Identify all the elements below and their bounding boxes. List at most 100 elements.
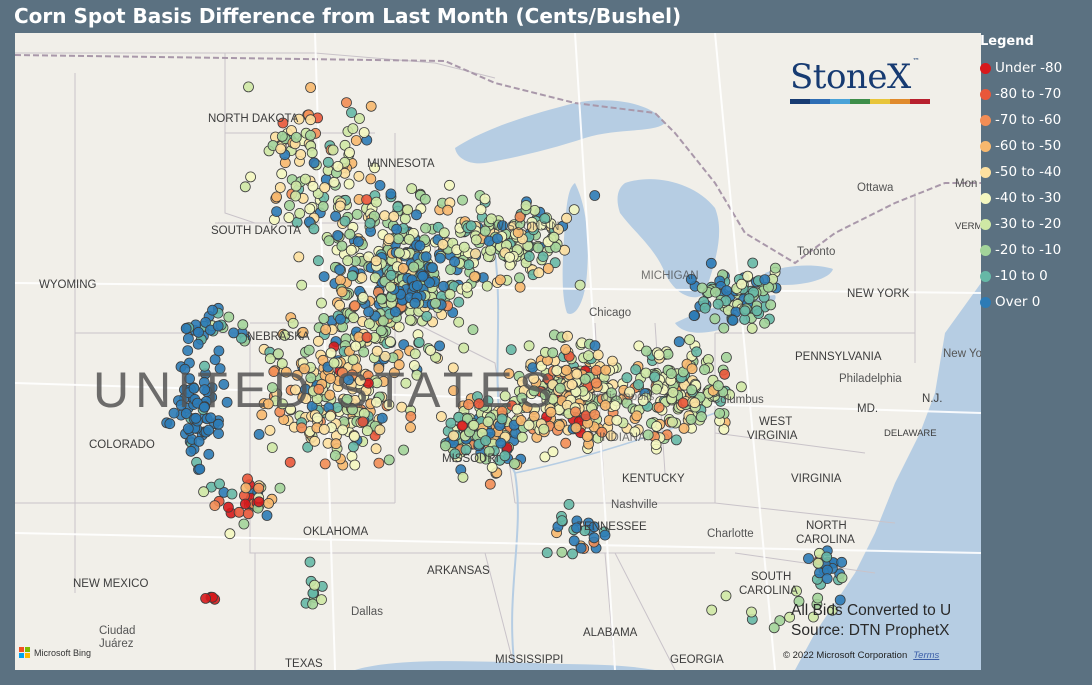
bid-point[interactable]: [402, 204, 414, 216]
bid-point[interactable]: [742, 270, 754, 282]
bid-point[interactable]: [365, 100, 377, 112]
bid-point[interactable]: [370, 443, 382, 455]
bid-point[interactable]: [503, 368, 515, 380]
bid-point[interactable]: [667, 416, 678, 428]
bid-point[interactable]: [485, 244, 497, 256]
bid-point[interactable]: [318, 313, 330, 324]
bid-point[interactable]: [377, 315, 389, 327]
bid-point[interactable]: [335, 313, 346, 325]
bid-point[interactable]: [630, 364, 642, 376]
bid-point[interactable]: [505, 344, 517, 356]
bid-point[interactable]: [784, 611, 795, 623]
bid-point[interactable]: [179, 363, 191, 375]
bid-point[interactable]: [563, 498, 575, 510]
bid-point[interactable]: [504, 251, 516, 263]
bid-point[interactable]: [352, 236, 364, 248]
bid-point[interactable]: [599, 529, 611, 541]
bid-point[interactable]: [607, 355, 618, 367]
bid-point[interactable]: [528, 372, 540, 384]
bid-point[interactable]: [175, 399, 187, 411]
bid-point[interactable]: [548, 231, 560, 243]
bid-point[interactable]: [334, 200, 346, 212]
legend-item[interactable]: -30 to -20: [980, 211, 1092, 237]
bid-point[interactable]: [322, 156, 334, 168]
bid-point[interactable]: [226, 488, 238, 500]
bid-point[interactable]: [239, 181, 251, 193]
bid-point[interactable]: [324, 389, 336, 401]
bid-point[interactable]: [408, 261, 420, 273]
bid-point[interactable]: [759, 317, 770, 329]
bid-point[interactable]: [528, 385, 540, 397]
bid-point[interactable]: [341, 97, 352, 108]
bid-point[interactable]: [592, 349, 604, 361]
bid-point[interactable]: [458, 342, 470, 354]
bid-point[interactable]: [449, 448, 461, 460]
bid-point[interactable]: [495, 437, 507, 449]
bid-point[interactable]: [549, 257, 561, 269]
bid-point[interactable]: [312, 255, 324, 267]
legend-item[interactable]: -70 to -60: [980, 107, 1092, 133]
bid-point[interactable]: [237, 319, 249, 331]
bid-point[interactable]: [465, 220, 477, 232]
bid-point[interactable]: [264, 353, 276, 365]
bid-point[interactable]: [571, 522, 582, 534]
bid-point[interactable]: [385, 269, 397, 281]
bid-point[interactable]: [653, 401, 665, 413]
legend-item[interactable]: -80 to -70: [980, 81, 1092, 107]
bid-point[interactable]: [633, 379, 644, 391]
bid-point[interactable]: [339, 215, 351, 227]
bid-point[interactable]: [182, 333, 194, 345]
bid-point[interactable]: [328, 176, 340, 188]
bid-point[interactable]: [351, 208, 363, 220]
bid-point[interactable]: [699, 364, 710, 376]
bid-point[interactable]: [458, 241, 470, 253]
bid-point[interactable]: [582, 431, 593, 442]
bid-point[interactable]: [239, 498, 251, 510]
bid-point[interactable]: [409, 348, 421, 360]
bid-point[interactable]: [499, 450, 511, 462]
bid-point[interactable]: [369, 162, 381, 174]
legend-item[interactable]: -40 to -30: [980, 185, 1092, 211]
bid-point[interactable]: [313, 383, 325, 395]
bid-point[interactable]: [290, 132, 302, 143]
bid-point[interactable]: [293, 251, 305, 263]
bid-point[interactable]: [556, 515, 568, 527]
bid-point[interactable]: [677, 397, 689, 409]
bid-point[interactable]: [512, 227, 524, 239]
bid-point[interactable]: [629, 426, 641, 438]
bid-point[interactable]: [637, 395, 649, 406]
bid-point[interactable]: [516, 431, 528, 443]
bid-point[interactable]: [403, 233, 415, 245]
bid-point[interactable]: [184, 373, 196, 385]
bid-point[interactable]: [376, 412, 388, 424]
bid-point[interactable]: [492, 233, 503, 245]
bid-point[interactable]: [649, 371, 661, 383]
bid-point[interactable]: [200, 593, 212, 604]
bid-point[interactable]: [180, 408, 192, 419]
bid-point[interactable]: [671, 434, 682, 446]
bid-point[interactable]: [721, 351, 732, 363]
bid-point[interactable]: [243, 81, 254, 93]
bid-point[interactable]: [539, 451, 551, 463]
bid-point[interactable]: [361, 425, 373, 437]
bid-point[interactable]: [538, 423, 550, 435]
bid-point[interactable]: [308, 223, 320, 235]
bid-point[interactable]: [209, 500, 221, 512]
bid-point[interactable]: [334, 264, 346, 276]
bid-point[interactable]: [393, 247, 405, 259]
bid-point[interactable]: [346, 270, 358, 282]
bid-point[interactable]: [420, 251, 432, 263]
bid-point[interactable]: [589, 409, 601, 421]
bid-point[interactable]: [699, 302, 711, 314]
bid-point[interactable]: [398, 444, 410, 456]
bid-point[interactable]: [691, 346, 702, 358]
bid-point[interactable]: [821, 573, 833, 584]
bid-point[interactable]: [479, 193, 491, 205]
bid-point[interactable]: [550, 241, 562, 253]
bid-point[interactable]: [307, 598, 319, 610]
bid-point[interactable]: [336, 240, 348, 252]
bid-point[interactable]: [448, 430, 460, 442]
bid-point[interactable]: [328, 357, 340, 369]
bid-point[interactable]: [746, 606, 757, 618]
bid-point[interactable]: [207, 304, 218, 316]
